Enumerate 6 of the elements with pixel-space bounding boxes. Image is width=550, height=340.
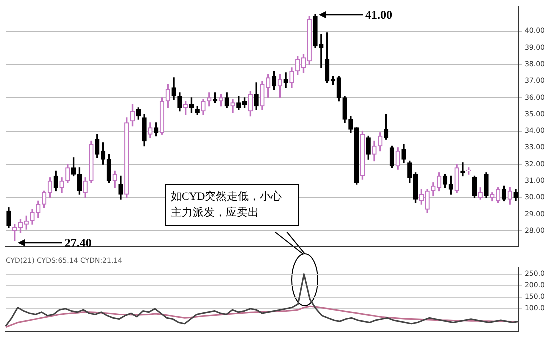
candlestick <box>460 162 466 177</box>
annotation: 41.00 <box>366 6 393 23</box>
annotation: 27.40 <box>64 235 92 252</box>
candlestick <box>284 72 288 88</box>
candlestick <box>319 34 324 68</box>
annotation: 如CYD突然走低，小心主力派发，应卖出 <box>165 184 299 226</box>
